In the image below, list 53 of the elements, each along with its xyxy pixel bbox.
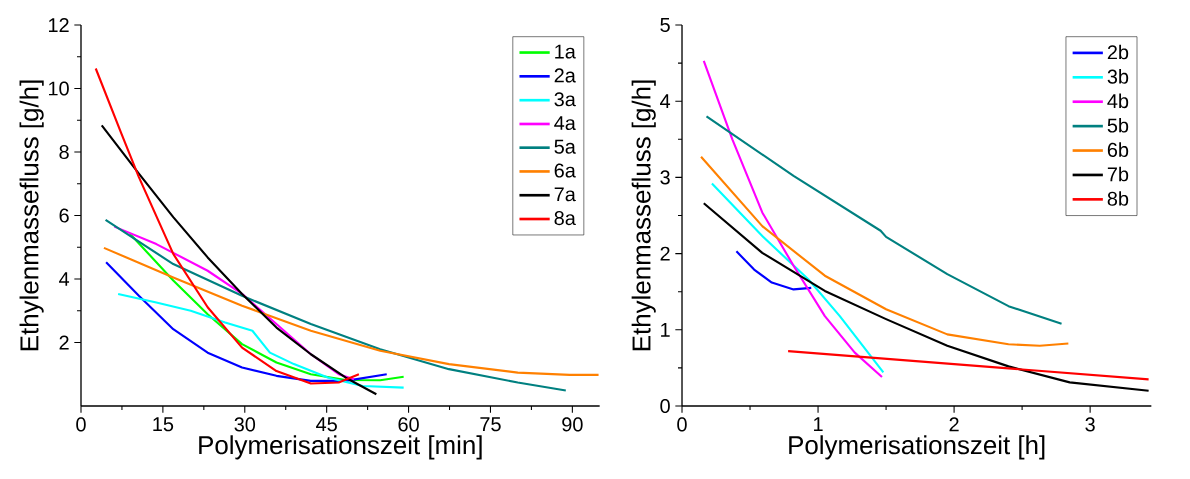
x-axis-title: Polymerisationszeit [h]: [789, 435, 1045, 460]
legend-label: 5a: [554, 139, 576, 154]
legend-label: 1a: [555, 44, 576, 59]
legend-label: 7a: [554, 187, 576, 202]
line-series: [105, 261, 388, 382]
legend-label: 4a: [554, 116, 576, 131]
line-series: [94, 67, 360, 385]
legend-label: 3b: [1107, 69, 1129, 84]
y-tick-label: 2: [59, 335, 69, 350]
x-tick-label: 75: [480, 417, 501, 432]
y-tick-label: 6: [59, 208, 69, 223]
x-tick-label: 2: [949, 417, 959, 432]
x-tick-label: 45: [316, 417, 337, 432]
x-tick-label: 1: [814, 417, 823, 432]
x-tick-label: 90: [562, 417, 583, 432]
line-series: [117, 292, 405, 389]
y-tick-label: 5: [660, 18, 670, 32]
y-axis-title: Ethylenmassefluss [g/h]: [19, 80, 44, 351]
legend-label: 7b: [1107, 166, 1129, 182]
line-series: [699, 155, 1070, 347]
y-tick-label: 3: [660, 170, 670, 185]
y-tick-label: 12: [49, 18, 69, 32]
x-tick-label: 60: [398, 417, 419, 432]
x-axis-title: Polymerisationszeit [min]: [199, 435, 482, 460]
x-tick-label: 0: [677, 417, 687, 432]
legend-label: 3a: [554, 92, 576, 107]
y-tick-label: 2: [660, 246, 670, 261]
legend-label: 2b: [1107, 44, 1129, 60]
y-tick-label: 4: [660, 94, 671, 109]
x-tick-label: 0: [76, 417, 86, 432]
y-tick-label: 1: [661, 322, 670, 337]
line-series: [735, 250, 813, 291]
legend-label: 6b: [1107, 142, 1129, 157]
legend-label: 2a: [554, 68, 576, 83]
line-series: [705, 115, 1063, 325]
line-series: [129, 232, 405, 382]
x-tick-label: 30: [234, 417, 256, 432]
legend-label: 6a: [554, 163, 576, 178]
y-axis-title: Ethylenmassefluss [g/h]: [631, 80, 656, 351]
y-tick-label: 10: [49, 81, 69, 96]
line-series: [710, 182, 885, 374]
y-tick-label: 8: [59, 144, 69, 160]
y-tick-label: 4: [59, 272, 70, 286]
line-series: [102, 246, 600, 376]
x-tick-label: 3: [1085, 417, 1095, 432]
legend-label: 8a: [554, 211, 576, 226]
y-tick-label: 0: [660, 398, 670, 414]
line-series: [100, 124, 378, 396]
legend-label: 5b: [1107, 117, 1129, 133]
line-series: [702, 59, 884, 379]
legend-label: 4b: [1107, 93, 1129, 109]
legend-label: 8b: [1107, 191, 1129, 206]
x-tick-label: 15: [153, 417, 174, 432]
